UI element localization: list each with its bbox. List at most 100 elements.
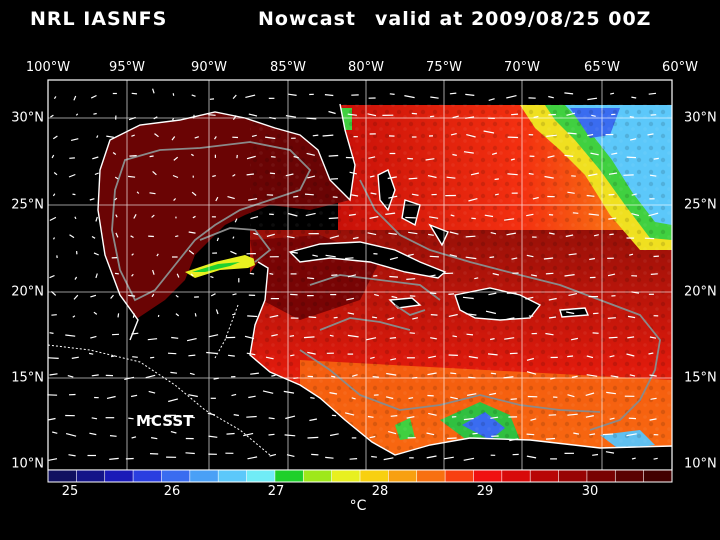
velocity-vector (627, 315, 636, 319)
title-bar: NRL IASNFS Nowcast valid at 2009/08/25 0… (0, 8, 720, 34)
velocity-vector (429, 216, 439, 219)
velocity-vector (307, 175, 316, 179)
velocity-vector (72, 315, 76, 318)
velocity-vector (648, 352, 654, 355)
velocity-vector (303, 336, 315, 339)
velocity-vector (244, 335, 255, 340)
velocity-vector (450, 214, 455, 217)
velocity-vector (328, 217, 339, 220)
velocity-vector (150, 437, 158, 440)
velocity-vector (213, 136, 217, 140)
lat-label-15n-left: 15°N (11, 370, 44, 386)
velocity-vector (65, 433, 77, 437)
velocity-vector (309, 418, 318, 422)
velocity-vector (449, 92, 457, 95)
lon-label-100w: 100°W (25, 60, 71, 75)
velocity-vector (67, 375, 74, 378)
velocity-vector (506, 95, 517, 99)
velocity-vector (51, 314, 57, 316)
colorbar-swatch (643, 470, 673, 482)
velocity-vector (88, 352, 94, 355)
velocity-vector (268, 417, 275, 420)
velocity-vector (526, 213, 534, 217)
lon-label-70w: 70°W (504, 60, 540, 75)
velocity-vector (175, 313, 180, 317)
velocity-vector (349, 458, 358, 460)
velocity-vector (92, 156, 99, 160)
velocity-vector (212, 175, 216, 178)
velocity-vector (404, 95, 415, 99)
velocity-vector (186, 338, 197, 342)
velocity-vector (112, 152, 117, 155)
isobath-contours (111, 141, 661, 431)
velocity-vector (593, 234, 599, 237)
velocity-vector (136, 191, 140, 194)
velocity-vector (152, 170, 157, 176)
velocity-vector (52, 193, 56, 197)
velocity-vector (347, 334, 359, 338)
velocity-vector (246, 173, 254, 176)
velocity-vector (175, 294, 179, 298)
velocity-vector (132, 313, 136, 318)
velocity-vector (452, 335, 458, 338)
velocity-vector (49, 274, 55, 279)
velocity-vector (428, 274, 436, 278)
velocity-vector (130, 394, 138, 398)
velocity-vector (608, 336, 618, 339)
velocity-vector (249, 272, 255, 275)
colorbar-frame (47, 469, 673, 483)
velocity-vector (484, 214, 494, 218)
velocity-vector (251, 134, 257, 137)
velocity-vector (154, 133, 159, 138)
velocity-vector (409, 332, 415, 334)
velocity-vector (269, 453, 277, 457)
velocity-vector (572, 212, 579, 214)
velocity-vector (70, 138, 79, 141)
lon-label-60w: 60°W (662, 60, 698, 75)
velocity-vector (185, 452, 195, 455)
velocity-vector (271, 156, 276, 158)
velocity-vector (408, 397, 414, 400)
velocity-vector (626, 433, 637, 437)
velocity-vector (131, 92, 138, 95)
velocity-vector (110, 294, 114, 299)
velocity-vector (609, 417, 615, 420)
velocity-vector (269, 172, 276, 175)
velocity-vector (408, 231, 418, 235)
cbar-label-28: 28 (371, 484, 389, 499)
velocity-vector (245, 94, 256, 98)
velocity-vector (189, 372, 195, 376)
velocity-vector (173, 156, 179, 161)
velocity-vector (216, 237, 219, 242)
velocity-vector (347, 113, 357, 116)
velocity-vector (91, 417, 98, 420)
velocity-vector (387, 176, 397, 180)
velocity-vector (564, 92, 574, 95)
velocity-vector (271, 334, 278, 337)
velocity-vector (285, 173, 294, 177)
velocity-vector (329, 235, 340, 239)
velocity-vector (228, 354, 235, 357)
velocity-vector (465, 235, 476, 238)
lat-label-10n-right: 10°N (684, 456, 717, 472)
velocity-vector (351, 374, 358, 377)
velocity-vector (465, 313, 477, 316)
velocity-vector (428, 412, 437, 416)
velocity-vector (310, 397, 315, 399)
velocity-vector (232, 236, 235, 239)
velocity-vector (649, 336, 657, 339)
velocity-vector (489, 392, 497, 396)
velocity-vector (629, 138, 637, 141)
velocity-vector (91, 374, 99, 377)
velocity-vector (430, 337, 437, 340)
cbar-label-27: 27 (267, 484, 285, 499)
velocity-vector (171, 136, 176, 141)
lon-label-75w: 75°W (426, 60, 462, 75)
velocity-vector (568, 293, 578, 296)
velocity-vector (94, 172, 99, 176)
velocity-vector (647, 133, 654, 136)
velocity-vector (372, 316, 378, 319)
velocity-vector (605, 451, 615, 454)
velocity-vector (150, 356, 155, 359)
